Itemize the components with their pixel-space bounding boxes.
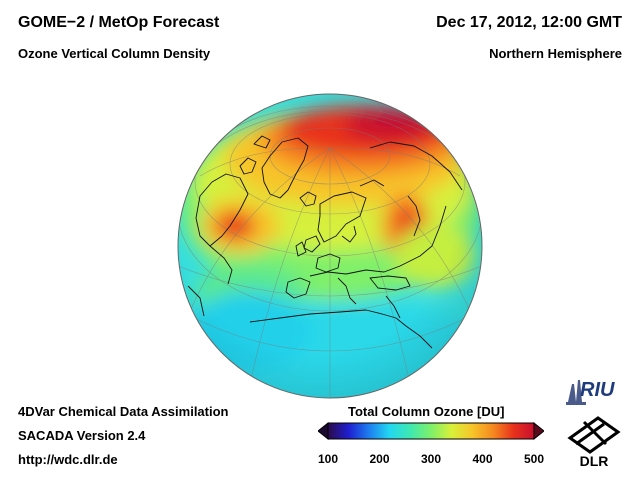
colorbar [318, 421, 544, 441]
colorbar-tick-label: 400 [472, 452, 493, 466]
colorbar-tick-label: 100 [317, 452, 339, 466]
assimilation-method: 4DVar Chemical Data Assimilation [18, 404, 229, 419]
source-url: http://wdc.dlr.de [18, 452, 118, 467]
software-version: SACADA Version 2.4 [18, 428, 146, 443]
colorbar-ticks: 100 200 300 400 500 [317, 452, 544, 468]
globe-outline [177, 93, 483, 399]
graticule [178, 105, 482, 398]
ozone-globe [177, 93, 483, 399]
forecast-datetime: Dec 17, 2012, 12:00 GMT [436, 14, 622, 31]
colorbar-high-arrow [533, 421, 544, 441]
colorbar-tick-label: 500 [523, 452, 545, 466]
riu-logo-text: RIU [580, 379, 615, 401]
coastlines [187, 135, 463, 349]
colorbar-low-arrow [318, 421, 329, 441]
colorbar-tick-label: 200 [369, 452, 390, 466]
dlr-logo: DLR [567, 416, 621, 469]
hemisphere-label: Northern Hemisphere [489, 46, 622, 61]
map-title: GOME−2 / MetOp Forecast [18, 14, 220, 31]
colorbar-gradient [327, 422, 535, 440]
colorbar-tick-label: 300 [420, 452, 442, 466]
riu-logo: RIU [566, 379, 615, 405]
map-subtitle: Ozone Vertical Column Density [18, 46, 211, 61]
dlr-logo-text: DLR [580, 453, 609, 469]
colorbar-title: Total Column Ozone [DU] [348, 404, 505, 419]
